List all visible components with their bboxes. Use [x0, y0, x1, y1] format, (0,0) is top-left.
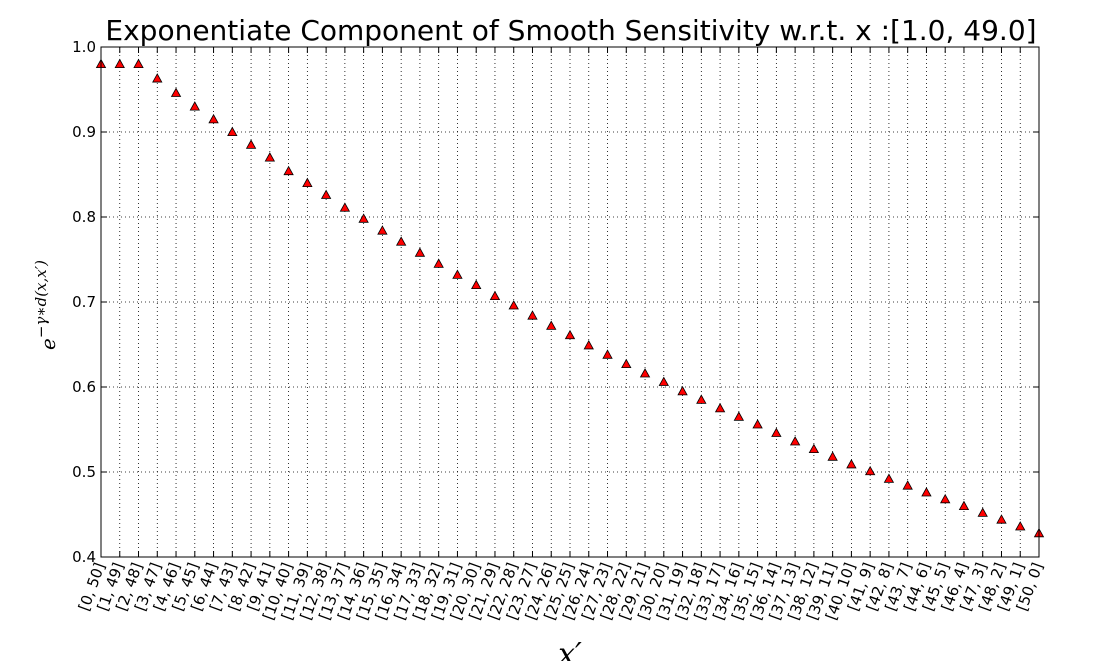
data-point [489, 290, 501, 301]
data-point [471, 279, 482, 290]
data-point [527, 310, 538, 320]
data-point [940, 493, 951, 504]
data-point [433, 258, 444, 268]
y-axis-label-exponent: −γ∗d(x,x′) [32, 260, 50, 338]
y-tick-label: 1.0 [72, 38, 96, 56]
data-point [189, 101, 200, 111]
data-point [302, 177, 313, 188]
data-point [621, 358, 632, 369]
data-point [696, 394, 707, 404]
data-point [733, 411, 745, 421]
data-point [358, 213, 369, 223]
data-point [320, 189, 332, 199]
data-point [846, 459, 857, 469]
y-axis-label-base: e [36, 338, 60, 350]
data-point [395, 236, 407, 246]
data-point [414, 247, 426, 257]
data-point [883, 473, 895, 483]
data-point [1015, 521, 1026, 531]
data-point [452, 269, 463, 279]
data-point [977, 507, 988, 517]
data-point [114, 58, 125, 68]
data-point [602, 349, 613, 359]
data-point [283, 165, 294, 176]
data-point [808, 443, 820, 454]
plot-frame [100, 46, 1040, 558]
data-point [227, 126, 238, 137]
data-point [752, 419, 763, 429]
data-point [245, 139, 257, 149]
y-tick-label: 0.8 [72, 208, 96, 226]
data-points [95, 58, 1045, 538]
data-point [902, 480, 913, 490]
data-point [789, 436, 801, 446]
y-axis-label: e−γ∗d(x,x′) [32, 260, 60, 350]
data-point [377, 225, 388, 235]
data-point [996, 514, 1007, 524]
y-tick-label: 0.5 [72, 463, 96, 481]
data-point [658, 376, 669, 386]
chart-title: Exponentiate Component of Smooth Sensiti… [105, 14, 1036, 47]
grid [100, 46, 1040, 558]
data-point [864, 465, 876, 476]
data-point [564, 329, 576, 340]
data-point [170, 87, 182, 97]
y-tick-label: 0.6 [72, 378, 96, 396]
data-point [152, 73, 163, 83]
data-point [921, 487, 932, 497]
data-point [508, 300, 519, 310]
data-point [546, 320, 557, 330]
data-point [639, 368, 651, 378]
data-point [339, 202, 351, 212]
x-axis-ticks: [0, 50][1, 49][2, 48][3, 47][4, 46][5, 4… [75, 47, 1047, 622]
data-point [714, 402, 726, 413]
y-axis-ticks: 0.4 0.5 0.6 0.7 0.8 0.9 1.0 [72, 38, 1039, 566]
y-tick-label: 0.7 [72, 293, 96, 311]
data-point [771, 427, 782, 437]
data-point [264, 152, 276, 162]
data-point [958, 500, 970, 511]
data-point [827, 451, 838, 461]
data-point [583, 340, 594, 350]
y-tick-label: 0.9 [72, 123, 96, 141]
data-point [677, 385, 688, 396]
y-tick-label: 0.4 [72, 548, 96, 566]
data-point [133, 58, 144, 68]
x-axis-label: x′ [558, 637, 582, 661]
data-point [208, 113, 219, 124]
